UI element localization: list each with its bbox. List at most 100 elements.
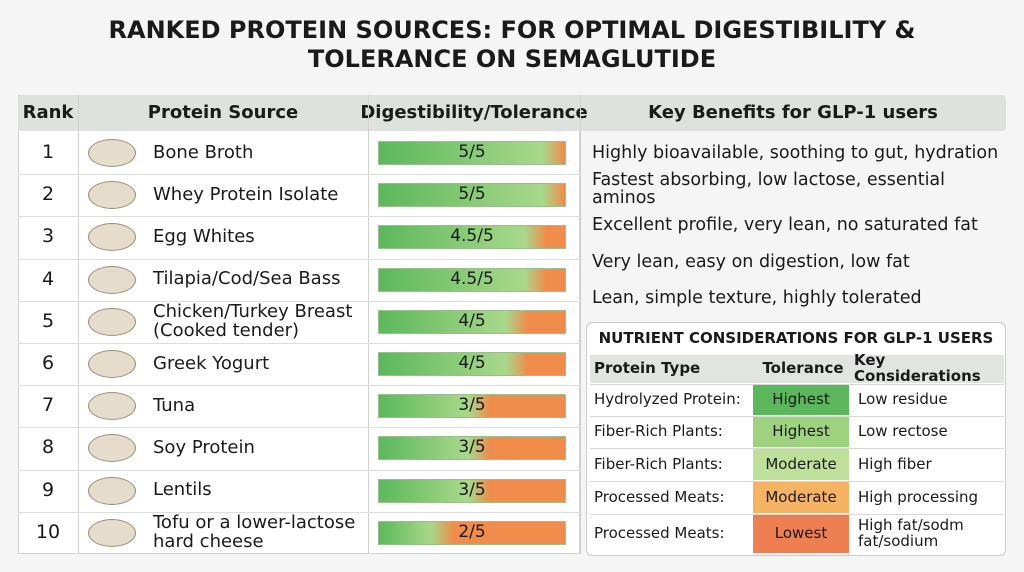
row-divider: [18, 427, 580, 429]
nutrient-row-line: [590, 514, 1004, 515]
icon: [88, 434, 136, 463]
tolerance-cell: [753, 482, 849, 513]
tolerance: Moderate: [765, 454, 837, 473]
consideration: Low residue: [858, 390, 948, 409]
icon: [88, 518, 136, 547]
digestibility-label: 4/5: [458, 310, 486, 331]
column-divider: [78, 95, 79, 554]
protein-source: Tuna: [153, 394, 196, 416]
nutrient-row-line: [590, 384, 1004, 385]
icon: [88, 139, 136, 167]
digestibility-bar: [378, 309, 566, 334]
protein-source: Chicken/Turkey Breast (Cooked tender): [153, 300, 353, 341]
digestibility-label: 3/5: [458, 437, 486, 458]
protein-source: Egg Whites: [153, 225, 255, 247]
protein-source: Bone Broth: [153, 141, 254, 163]
protein-source: Tilapia/Cod/Sea Bass: [153, 268, 341, 290]
digestibility-label: 3/5: [458, 395, 486, 416]
row-divider: [18, 343, 580, 344]
digestibility-bar: [378, 267, 566, 292]
nutrient-row-line: [590, 481, 1004, 482]
row-divider: [18, 469, 580, 471]
protein-source: Greek Yogurt: [153, 352, 270, 374]
digestibility-bar: [378, 394, 566, 419]
row-divider: [18, 174, 580, 176]
digestibility-bar: [378, 141, 566, 165]
rank: 1: [41, 141, 55, 164]
digestibility-label: 5/5: [458, 184, 486, 205]
key-benefit: Highly bioavailable, soothing to gut, hy…: [592, 142, 999, 163]
nutrient-column-header: Protein Type: [594, 359, 701, 378]
icon: [88, 307, 136, 336]
protein-type: Fiber-Rich Plants:: [594, 422, 723, 441]
nutrient-row-line: [590, 416, 1004, 417]
rank: 9: [41, 478, 55, 501]
tolerance: Highest: [772, 422, 830, 441]
protein-source: Tofu or a lower-lactose hard cheese: [153, 511, 356, 552]
rank: 5: [41, 309, 55, 332]
nutrient-title: NUTRIENT CONSIDERATIONS FOR GLP-1 USERS: [598, 329, 994, 348]
nutrient-column-header: Tolerance: [762, 359, 844, 378]
nutrient-row-line: [590, 448, 1004, 449]
protein-source: Soy Protein: [153, 436, 255, 458]
consideration: High fat/sodm fat/sodium: [858, 516, 964, 550]
digestibility-bar: [378, 436, 566, 461]
column-header: Rank: [22, 101, 74, 123]
icon: [88, 350, 136, 378]
consideration: High processing: [858, 487, 979, 506]
key-benefit: Fastest absorbing, low lactose, essentia…: [592, 169, 946, 209]
protein-type: Processed Meats:: [594, 524, 725, 543]
rank: 4: [41, 267, 55, 290]
digestibility-label: 5/5: [458, 142, 486, 163]
row-divider: [18, 511, 580, 513]
digestibility-bar: [378, 478, 566, 503]
nutrient-column-header: Key Considerations: [854, 351, 981, 385]
key-benefit: Excellent profile, very lean, no saturat…: [592, 215, 978, 236]
column-header: Key Benefits for GLP-1 users: [648, 101, 938, 123]
rank: 10: [35, 520, 61, 543]
rank: 8: [41, 436, 55, 459]
consideration: High fiber: [858, 454, 932, 473]
column-divider: [368, 95, 369, 554]
tolerance-cell: [753, 417, 849, 447]
rank: 2: [41, 183, 55, 206]
tolerance-cell: [753, 449, 849, 480]
tolerance-cell: [753, 385, 849, 415]
digestibility-bar: [378, 520, 566, 545]
icon: [88, 223, 136, 252]
icon: [88, 392, 136, 421]
digestibility-label: 2/5: [458, 521, 486, 542]
row-divider: [18, 216, 580, 218]
digestibility-bar: [378, 352, 566, 376]
rank: 6: [41, 352, 55, 375]
icon: [88, 265, 136, 294]
column-header: Protein Source: [147, 101, 299, 123]
digestibility-label: 4.5/5: [450, 268, 494, 289]
protein-type: Processed Meats:: [594, 487, 725, 506]
protein-source: Lentils: [153, 479, 212, 501]
title: RANKED PROTEIN SOURCES: FOR OPTIMAL DIGE…: [108, 16, 916, 73]
tolerance-cell: [753, 515, 849, 553]
row-divider: [18, 385, 580, 387]
digestibility-label: 3/5: [458, 479, 486, 500]
key-benefit: Very lean, easy on digestion, low fat: [592, 251, 910, 272]
row-divider: [18, 258, 580, 260]
tolerance: Highest: [772, 390, 830, 409]
digestibility-label: 4.5/5: [450, 226, 494, 247]
protein-type: Hydrolyzed Protein:: [594, 390, 741, 409]
header-row: [18, 95, 1006, 131]
protein-type: Fiber-Rich Plants:: [594, 454, 723, 473]
icon: [88, 476, 136, 505]
key-benefit: Lean, simple texture, highly tolerated: [592, 288, 922, 308]
column-divider: [580, 95, 581, 554]
nutrient-header-row: [590, 355, 1004, 383]
rank: 7: [41, 394, 55, 417]
tolerance: Lowest: [774, 524, 828, 543]
row-divider: [18, 300, 580, 302]
digestibility-bar: [378, 183, 566, 208]
icon: [88, 181, 136, 210]
tolerance: Moderate: [765, 487, 837, 506]
consideration: Low rectose: [858, 422, 948, 441]
protein-source: Whey Protein Isolate: [153, 183, 339, 205]
